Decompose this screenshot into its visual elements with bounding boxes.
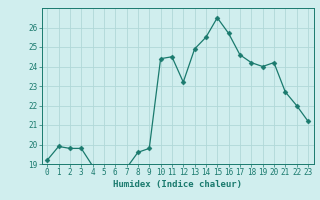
X-axis label: Humidex (Indice chaleur): Humidex (Indice chaleur) — [113, 180, 242, 189]
